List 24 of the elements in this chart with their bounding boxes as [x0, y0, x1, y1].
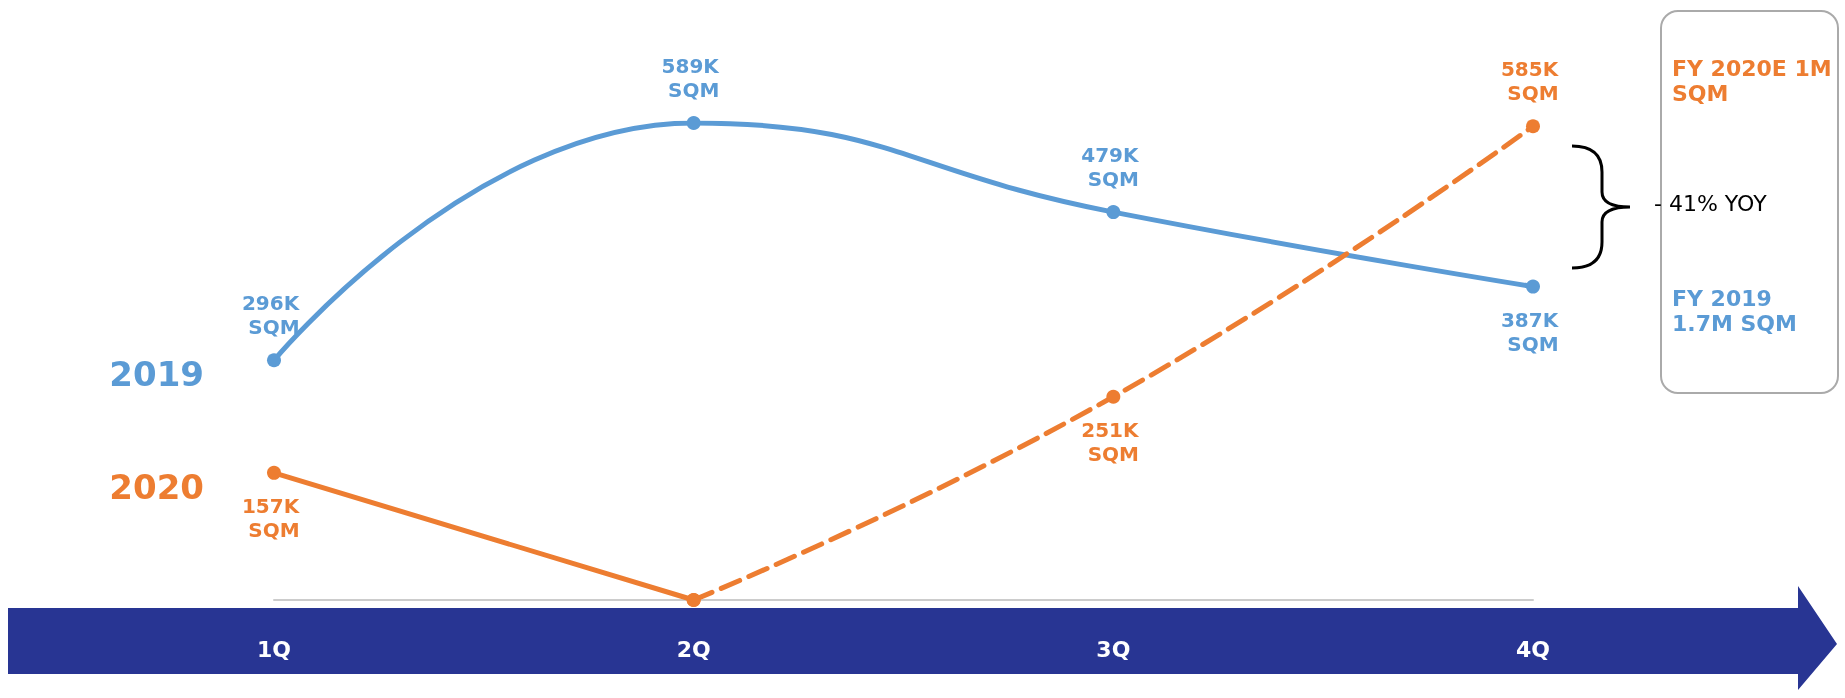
data-label: 589K SQM	[661, 54, 726, 102]
point	[686, 116, 701, 130]
x-tick-label: 1Q	[256, 636, 292, 662]
series-label: 2019	[109, 354, 204, 395]
point	[1106, 389, 1121, 404]
point	[1106, 205, 1121, 220]
x-tick-label: 4Q	[1515, 636, 1551, 662]
x-tick-label: 3Q	[1096, 636, 1131, 662]
point	[267, 353, 281, 368]
x-tick-label: 2Q	[676, 636, 711, 662]
text: FY 2019 1.7M SQM	[1672, 286, 1798, 336]
data-label: 585K SQM	[1500, 57, 1566, 106]
data-label: 251K SQM	[1081, 417, 1146, 466]
data-label: 296K SQM	[241, 291, 307, 340]
point	[1526, 279, 1540, 294]
text: FY 2020E 1M SQM	[1672, 56, 1832, 106]
point	[267, 465, 281, 480]
point	[1526, 119, 1540, 134]
series-label: 2020	[109, 466, 204, 507]
data-label: 387K SQM	[1500, 307, 1566, 356]
text: - 41% YOY	[1654, 191, 1767, 216]
data-label: 157K SQM	[241, 493, 307, 542]
data-label: 479K SQM	[1081, 143, 1146, 192]
point	[686, 593, 701, 607]
